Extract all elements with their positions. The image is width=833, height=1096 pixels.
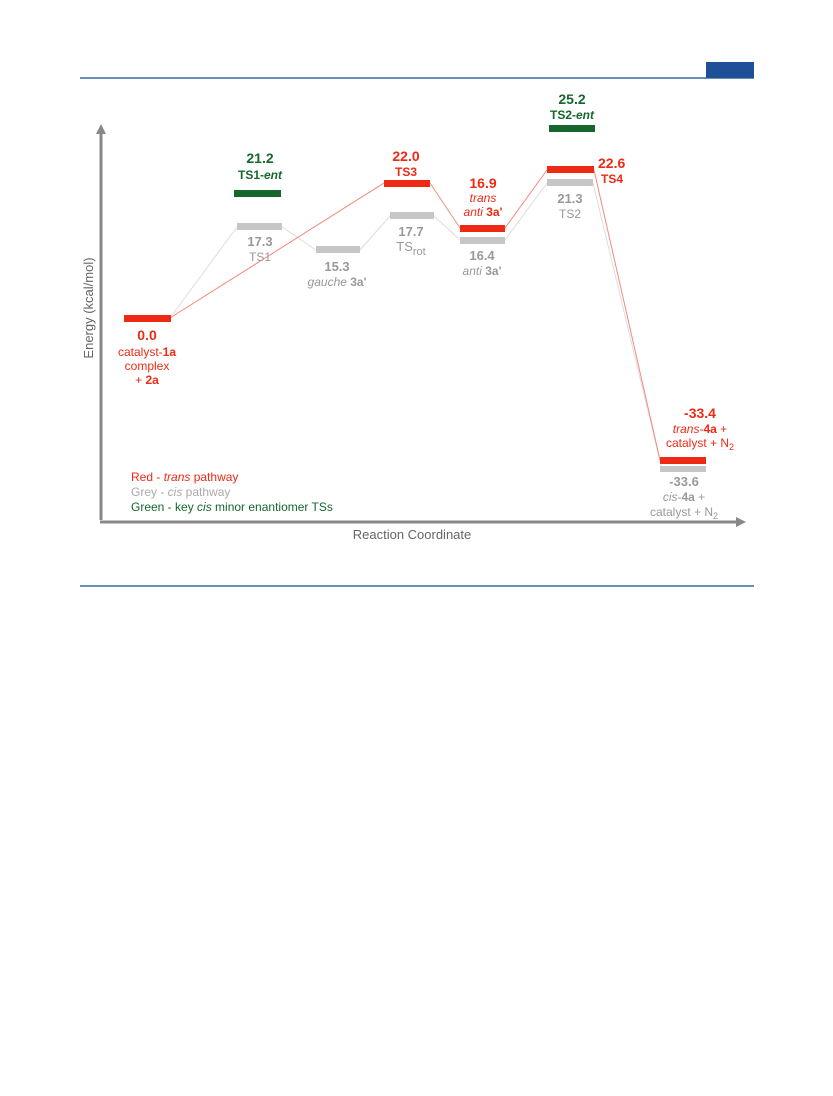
level-anti-name: anti 3a' (463, 264, 502, 278)
level-ts1-ent-energy: 21.2 (246, 150, 273, 166)
level-start-line3: + 2a (135, 373, 159, 387)
level-cis-product-label: -33.6 cis-4a + catalyst + N2 (650, 474, 718, 521)
level-ts2-bar (547, 179, 593, 186)
level-ts1-energy: 17.3 (247, 234, 272, 249)
level-anti-label: 16.4 anti 3a' (463, 248, 502, 278)
level-ts3-name: TS3 (395, 165, 417, 179)
level-trans-anti-label: 16.9 trans anti 3a' (464, 175, 503, 219)
x-axis-label: Reaction Coordinate (353, 527, 472, 542)
level-start-label: 0.0 catalyst-1a complex + 2a (118, 327, 176, 387)
level-trans-anti-bar (460, 225, 505, 232)
level-trans-anti-line1: trans (470, 191, 497, 205)
level-gauche-name: gauche 3a' (308, 275, 367, 289)
level-trans-product-bar (660, 457, 706, 464)
level-gauche-energy: 15.3 (324, 259, 349, 274)
level-ts4-name: TS4 (601, 172, 623, 186)
level-ts1-ent-name: TS1-ent (238, 168, 283, 182)
level-ts4-energy: 22.6 (598, 155, 625, 171)
level-gauche-bar (316, 246, 360, 253)
level-ts2-ent-bar (549, 125, 595, 132)
level-ts1-name: TS1 (249, 250, 271, 264)
level-ts2-energy: 21.3 (557, 191, 582, 206)
legend-green: Green - key cis minor enantiomer TSs (131, 500, 333, 514)
level-tsrot-label: 17.7 TSrot (396, 224, 425, 258)
level-start-energy: 0.0 (137, 327, 157, 343)
level-ts4-bar (547, 166, 594, 173)
level-ts3-energy: 22.0 (392, 148, 419, 164)
legend: Red - trans pathway Grey - cis pathway G… (131, 470, 333, 514)
level-cis-product-line1: cis-4a + (663, 490, 705, 504)
level-ts3-label: 22.0 TS3 (392, 148, 419, 179)
level-ts1-bar (237, 223, 282, 230)
level-ts2-label: 21.3 TS2 (557, 191, 582, 221)
level-ts1-label: 17.3 TS1 (247, 234, 272, 264)
level-anti-energy: 16.4 (469, 248, 495, 263)
legend-grey: Grey - cis pathway (131, 485, 230, 499)
level-ts1-ent-bar (234, 190, 281, 197)
level-ts4-label: 22.6 TS4 (598, 155, 625, 186)
level-trans-product-energy: -33.4 (684, 405, 716, 421)
level-ts3-bar (384, 180, 430, 187)
level-start-line1: catalyst-1a (118, 345, 176, 359)
level-trans-anti-energy: 16.9 (469, 175, 496, 191)
level-cis-product-line2: catalyst + N2 (650, 505, 718, 521)
level-ts2-ent-label: 25.2 TS2-ent (550, 91, 595, 122)
level-trans-anti-line2: anti 3a' (464, 205, 503, 219)
level-cis-product-energy: -33.6 (669, 474, 699, 489)
level-ts2-ent-energy: 25.2 (558, 91, 585, 107)
level-anti-bar (460, 237, 505, 244)
level-ts1-ent-label: 21.2 TS1-ent (238, 150, 283, 182)
level-tsrot-bar (390, 212, 434, 219)
level-start-bar (124, 315, 171, 322)
level-trans-product-label: -33.4 trans-4a + catalyst + N2 (666, 405, 734, 452)
level-tsrot-energy: 17.7 (398, 224, 423, 239)
level-trans-product-line2: catalyst + N2 (666, 436, 734, 452)
level-start-line2: complex (125, 359, 170, 373)
trans-pathway-connectors (169, 169, 661, 461)
level-gauche-label: 15.3 gauche 3a' (308, 259, 367, 289)
level-cis-product-bar (660, 466, 706, 472)
cis-pathway-connectors (169, 182, 663, 470)
level-trans-product-line1: trans-4a + (673, 422, 727, 436)
level-ts2-name: TS2 (559, 207, 581, 221)
level-ts2-ent-name: TS2-ent (550, 108, 595, 122)
y-axis-label: Energy (kcal/mol) (81, 257, 96, 358)
level-tsrot-name: TSrot (396, 239, 425, 258)
legend-red: Red - trans pathway (131, 470, 238, 484)
header-tab (706, 62, 754, 78)
